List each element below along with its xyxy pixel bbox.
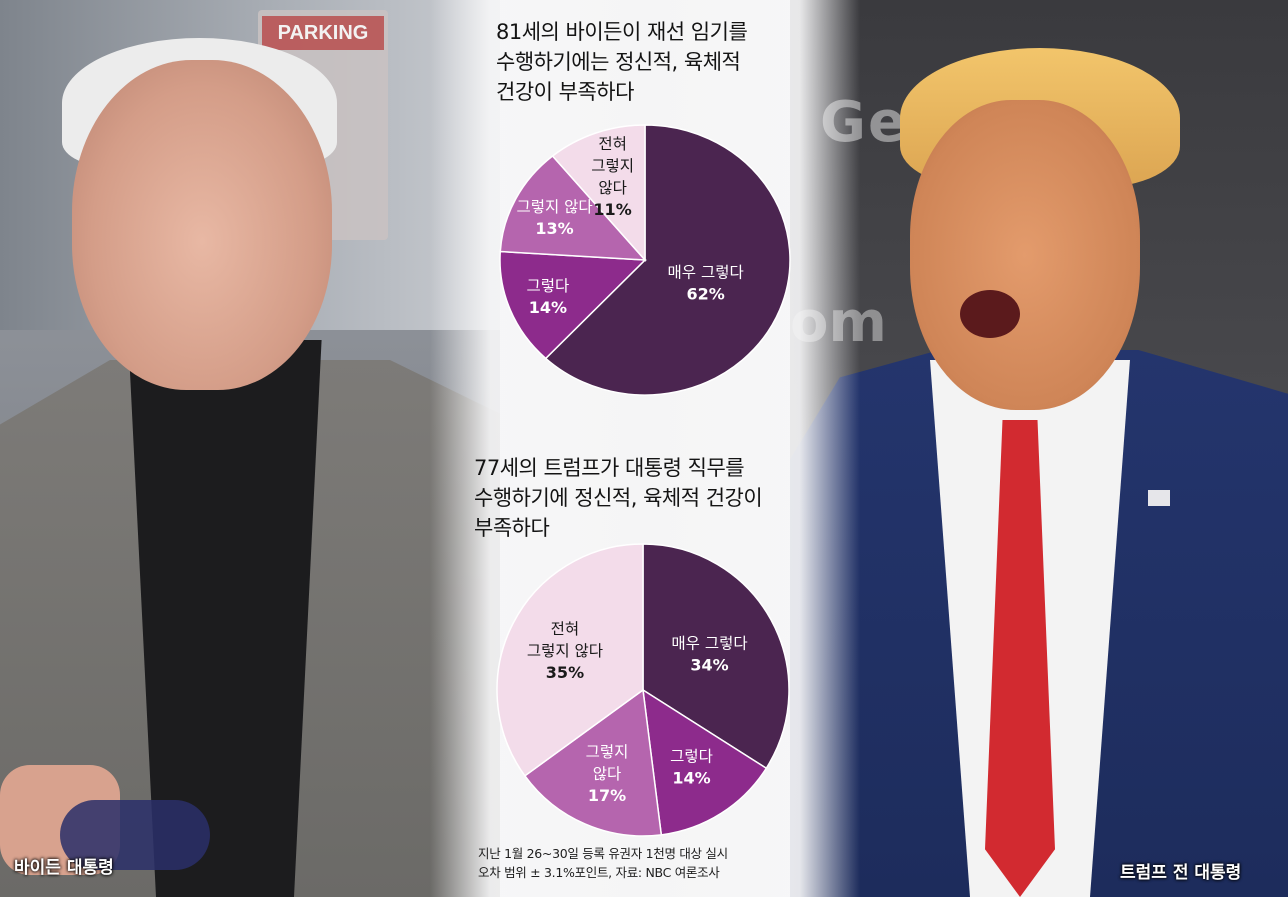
slice-category-label: 그렇다 (527, 277, 570, 295)
pie-slice (642, 543, 790, 770)
right-person-face (910, 100, 1140, 410)
slice-label: 그렇지 않다 13% (516, 198, 592, 238)
pie-slice (499, 154, 647, 261)
chart-title-biden: 81세의 바이든이 재선 임기를 수행하기에는 정신적, 육체적 건강이 부족하… (496, 20, 748, 104)
slice-value-label: 14% (672, 768, 710, 787)
slice-category-label: 전혀 (551, 620, 580, 638)
slice-label: 매우 그렇다 34% (671, 634, 747, 674)
caption-left: 바이든 대통령 (14, 858, 114, 878)
slice-label: 그렇다 14% (527, 277, 570, 317)
footnote-source: 오차 범위 ± 3.1%포인트, 자료: NBC 여론조사 (478, 865, 720, 880)
slice-category-label: 그렇다 (670, 747, 713, 765)
slice-value-label: 35% (546, 663, 584, 682)
pie-slice (642, 688, 768, 836)
slice-value-label: 62% (687, 284, 725, 303)
slice-category-label: 그렇지 않다 (527, 642, 603, 660)
right-photo: Get om (790, 0, 1288, 897)
slice-category-label: 그렇지 (586, 743, 629, 761)
pie-slice (499, 250, 647, 360)
slice-category-label: 않다 (598, 179, 627, 197)
slice-value-label: 34% (690, 655, 728, 674)
sunglasses (60, 800, 210, 870)
slice-category-label: 전혀 (598, 135, 627, 153)
slice-value-label: 14% (529, 298, 567, 317)
slice-category-label: 그렇지 (591, 157, 634, 175)
slice-category-label: 그렇지 않다 (516, 198, 592, 216)
pie-slice (496, 543, 644, 777)
slice-category-label: 매우 그렇다 (671, 634, 747, 652)
slice-value-label: 13% (535, 219, 573, 238)
chart-title-trump: 77세의 트럼프가 대통령 직무를 수행하기에 정신적, 육체적 건강이 부족하… (474, 456, 763, 540)
slice-label: 그렇다 14% (670, 747, 713, 787)
flag-pin-icon (1148, 490, 1170, 506)
parking-sign-text: PARKING (262, 16, 384, 50)
slice-value-label: 17% (588, 786, 626, 805)
slice-label: 매우 그렇다 62% (668, 263, 744, 303)
slice-category-label: 매우 그렇다 (668, 263, 744, 281)
slice-value-label: 11% (593, 200, 631, 219)
left-person-face (72, 60, 332, 390)
pie-slice (544, 124, 791, 396)
pie-slice (523, 688, 663, 837)
caption-right: 트럼프 전 대통령 (1120, 863, 1242, 883)
open-mouth (960, 290, 1020, 338)
slice-category-label: 않다 (593, 765, 622, 783)
left-photo: PARKING (0, 0, 500, 897)
footnote-survey: 지난 1월 26~30일 등록 유권자 1천명 대상 실시 (478, 846, 728, 861)
pie-slice (551, 124, 646, 262)
